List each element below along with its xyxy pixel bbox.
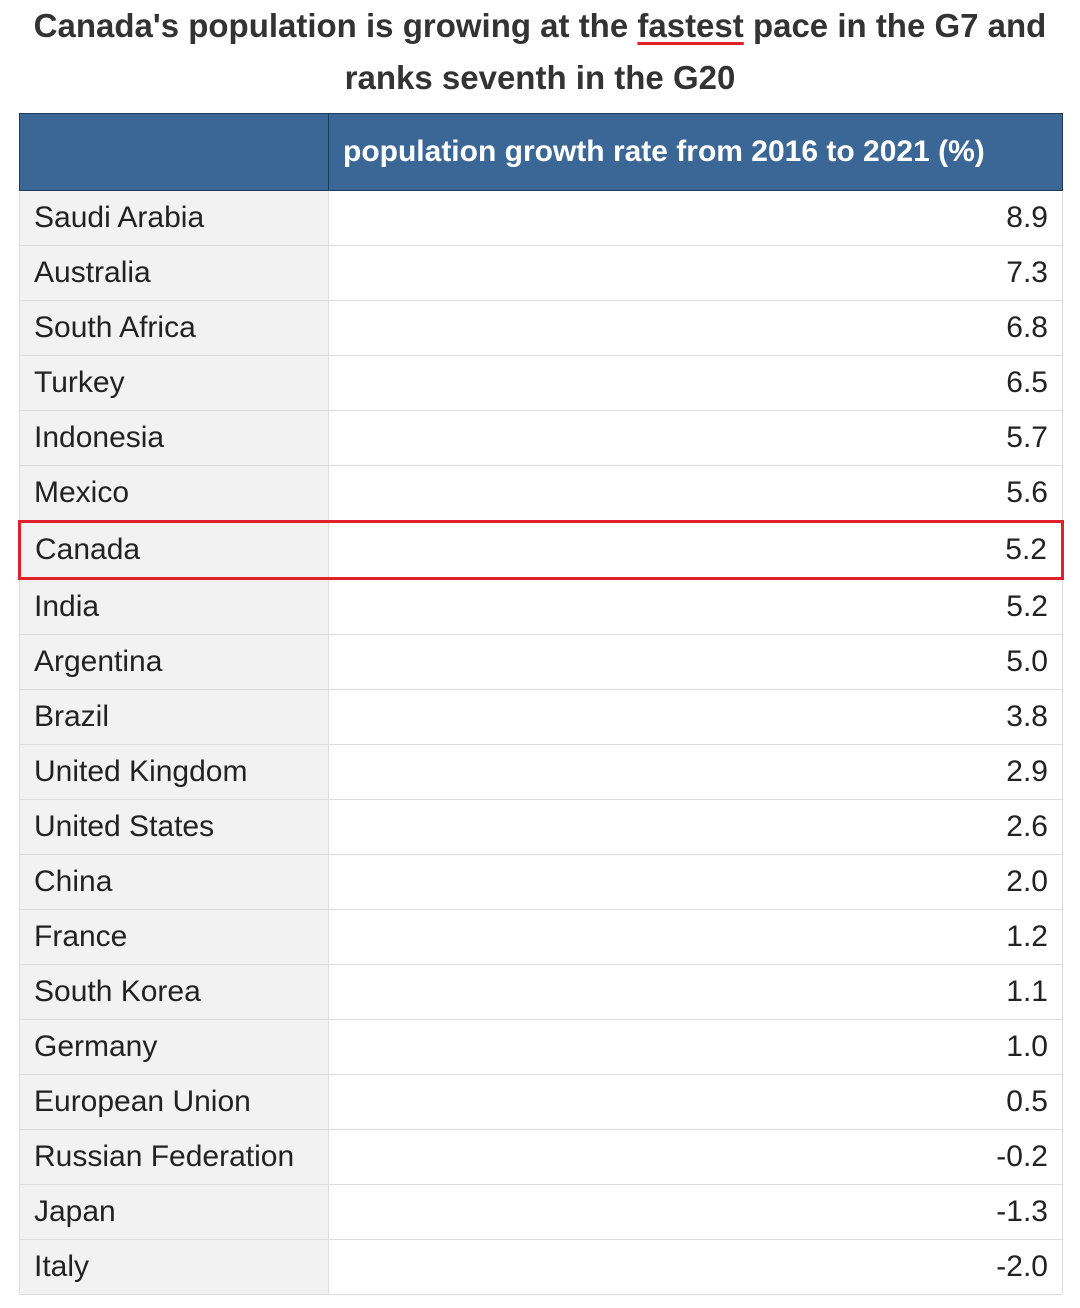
country-cell: China xyxy=(19,854,329,910)
value-cell: 6.5 xyxy=(328,355,1063,411)
country-cell: Australia xyxy=(19,245,329,301)
table-row: Italy -2.0 xyxy=(19,1239,1063,1295)
country-cell: Mexico xyxy=(19,465,329,522)
table-row: European Union 0.5 xyxy=(19,1074,1063,1130)
country-cell: United Kingdom xyxy=(19,744,329,800)
value-cell: 1.2 xyxy=(328,909,1063,965)
value-cell: 0.5 xyxy=(328,1074,1063,1130)
country-cell: Saudi Arabia xyxy=(19,190,329,246)
country-cell: Argentina xyxy=(19,634,329,690)
value-cell: 5.0 xyxy=(328,634,1063,690)
value-cell: 5.2 xyxy=(328,520,1064,580)
value-cell: 1.0 xyxy=(328,1019,1063,1075)
value-cell: -2.0 xyxy=(328,1239,1063,1295)
table-row: South Africa 6.8 xyxy=(19,300,1063,356)
title-text: pace in the G7 and ranks seventh in the … xyxy=(344,7,1047,96)
table-row: South Korea 1.1 xyxy=(19,964,1063,1020)
table-row: Germany 1.0 xyxy=(19,1019,1063,1075)
table-row: Canada 5.2 xyxy=(18,520,1064,580)
country-cell: United States xyxy=(19,799,329,855)
table-row: Brazil 3.8 xyxy=(19,689,1063,745)
table-row: Russian Federation -0.2 xyxy=(19,1129,1063,1185)
table-row: China 2.0 xyxy=(19,854,1063,910)
country-cell: South Korea xyxy=(19,964,329,1020)
value-cell: 3.8 xyxy=(328,689,1063,745)
value-cell: -1.3 xyxy=(328,1184,1063,1240)
country-cell: India xyxy=(19,578,329,635)
country-cell: Japan xyxy=(19,1184,329,1240)
header-row: population growth rate from 2016 to 2021… xyxy=(19,113,1063,191)
table-row: India 5.2 xyxy=(19,578,1063,635)
value-cell: 2.0 xyxy=(328,854,1063,910)
value-cell: 5.2 xyxy=(328,578,1063,635)
table-row: Mexico 5.6 xyxy=(19,465,1063,522)
country-cell: European Union xyxy=(19,1074,329,1130)
header-cell: population growth rate from 2016 to 2021… xyxy=(328,113,1063,191)
country-cell: Indonesia xyxy=(19,410,329,466)
value-cell: 5.7 xyxy=(328,410,1063,466)
data-table: population growth rate from 2016 to 2021… xyxy=(18,113,1064,1295)
table-row: Saudi Arabia 8.9 xyxy=(19,190,1063,246)
table-row: Japan -1.3 xyxy=(19,1184,1063,1240)
title-emphasis: fastest xyxy=(637,7,744,44)
country-cell: France xyxy=(19,909,329,965)
value-cell: -0.2 xyxy=(328,1129,1063,1185)
country-cell: Turkey xyxy=(19,355,329,411)
country-cell: South Africa xyxy=(19,300,329,356)
country-cell: Russian Federation xyxy=(19,1129,329,1185)
value-cell: 6.8 xyxy=(328,300,1063,356)
value-cell: 2.6 xyxy=(328,799,1063,855)
value-cell: 7.3 xyxy=(328,245,1063,301)
table-body: Saudi Arabia 8.9 Australia 7.3 South Africa 6… xyxy=(18,190,1064,1295)
value-cell: 5.6 xyxy=(328,465,1063,522)
table-row: United States 2.6 xyxy=(19,799,1063,855)
country-cell: Germany xyxy=(19,1019,329,1075)
table-row: Australia 7.3 xyxy=(19,245,1063,301)
title: Canada's population is growing at the fa… xyxy=(10,0,1070,104)
country-cell: Italy xyxy=(19,1239,329,1295)
title-text: Canada's population is growing at the xyxy=(33,7,629,44)
table-row: Indonesia 5.7 xyxy=(19,410,1063,466)
country-cell: Canada xyxy=(18,520,329,580)
header-cell xyxy=(19,113,329,191)
table-row: Turkey 6.5 xyxy=(19,355,1063,411)
table-row: United Kingdom 2.9 xyxy=(19,744,1063,800)
value-cell: 8.9 xyxy=(328,190,1063,246)
table-row: Argentina 5.0 xyxy=(19,634,1063,690)
table-row: France 1.2 xyxy=(19,909,1063,965)
country-cell: Brazil xyxy=(19,689,329,745)
value-cell: 1.1 xyxy=(328,964,1063,1020)
value-cell: 2.9 xyxy=(328,744,1063,800)
